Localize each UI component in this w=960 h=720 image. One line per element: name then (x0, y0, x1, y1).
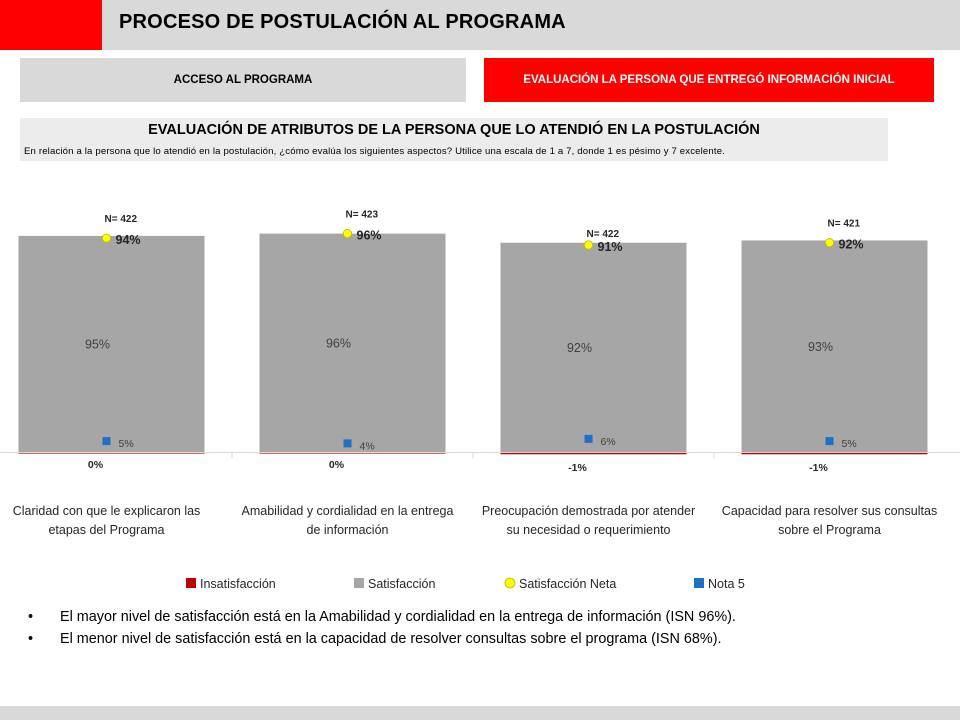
category-label: etapas del Programa (48, 523, 164, 537)
net-satisfaction-label: 92% (839, 238, 864, 252)
category-label: de información (307, 523, 389, 537)
nota-5-marker (584, 434, 593, 443)
satisfaction-label: 93% (808, 340, 833, 354)
category-label: sobre el Programa (778, 523, 881, 537)
dissatisfaction-label: 0% (88, 459, 104, 471)
satisfaction-label: 96% (326, 337, 351, 351)
dissatisfaction-bar (500, 452, 687, 455)
satisfaction-label: 95% (85, 338, 110, 352)
page-title: PROCESO DE POSTULACIÓN AL PROGRAMA (119, 11, 566, 33)
satisfaction-bar (500, 242, 687, 453)
category-label: Claridad con que le explicaron las (13, 504, 201, 518)
net-satisfaction-label: 94% (116, 233, 141, 247)
net-satisfaction-label: 91% (598, 240, 623, 254)
sample-size-label: N= 423 (346, 210, 379, 221)
legend-label: Satisfacción Neta (519, 577, 616, 591)
category-label: Capacidad para resolver sus consultas (722, 504, 937, 518)
tab-acceso-al-programa[interactable]: ACCESO AL PROGRAMA (20, 58, 466, 102)
section-header: EVALUACIÓN DE ATRIBUTOS DE LA PERSONA QU… (20, 118, 888, 161)
satisfaction-chart: 95% 94% N= 422 5% 0% Claridad con que le expl… (0, 210, 960, 591)
bullet-icon: • (28, 609, 34, 625)
category-label: Preocupación demostrada por atender (482, 504, 695, 518)
finding-item: • El mayor nivel de satisfacción está en… (28, 606, 948, 628)
nota-5-label: 5% (842, 438, 857, 450)
finding-item: • El menor nivel de satisfacción está en… (28, 628, 948, 650)
net-satisfaction-marker (583, 240, 594, 250)
net-satisfaction-marker (101, 233, 112, 243)
net-satisfaction-label: 96% (357, 229, 382, 243)
dissatisfaction-bar (741, 452, 928, 455)
nota-5-label: 5% (119, 438, 134, 450)
net-satisfaction-marker (342, 229, 353, 239)
nota-5-marker (825, 437, 834, 446)
section-question: En relación a la persona que lo atendió … (24, 146, 726, 157)
section-title: EVALUACIÓN DE ATRIBUTOS DE LA PERSONA QU… (148, 122, 760, 138)
nota-5-label: 4% (360, 440, 375, 452)
legend-swatch (694, 578, 704, 588)
legend-label: Satisfacción (368, 577, 435, 591)
sample-size-label: N= 422 (105, 214, 138, 225)
legend-swatch (504, 577, 516, 589)
legend-swatch (186, 578, 196, 588)
bullet-icon: • (28, 631, 34, 647)
satisfaction-bar (18, 235, 205, 453)
sample-size-label: N= 421 (828, 219, 861, 230)
header-bar (0, 0, 960, 50)
dissatisfaction-label: -1% (809, 462, 828, 474)
dissatisfaction-label: 0% (329, 459, 345, 471)
sample-size-label: N= 422 (587, 229, 620, 240)
footer-bar (0, 706, 960, 720)
net-satisfaction-marker (824, 238, 835, 248)
legend-label: Insatisfacción (200, 577, 276, 591)
category-label: su necesidad o requerimiento (507, 523, 671, 537)
nota-5-marker (102, 437, 111, 446)
legend-label: Nota 5 (708, 577, 745, 591)
nota-5-label: 6% (601, 436, 616, 448)
satisfaction-label: 92% (567, 341, 592, 355)
satisfaction-bar (741, 240, 928, 453)
findings-list: • El mayor nivel de satisfacción está en… (28, 606, 948, 650)
legend-swatch (354, 578, 364, 588)
nota-5-marker (343, 439, 352, 448)
dissatisfaction-label: -1% (568, 462, 587, 474)
finding-text: El menor nivel de satisfacción está en l… (60, 631, 722, 647)
tab-evaluacion-persona[interactable]: EVALUACIÓN LA PERSONA QUE ENTREGÓ INFORM… (484, 58, 934, 102)
finding-text: El mayor nivel de satisfacción está en l… (60, 609, 736, 625)
satisfaction-bar (259, 233, 446, 453)
header-accent (0, 0, 102, 50)
category-label: Amabilidad y cordialidad en la entrega (242, 504, 454, 518)
